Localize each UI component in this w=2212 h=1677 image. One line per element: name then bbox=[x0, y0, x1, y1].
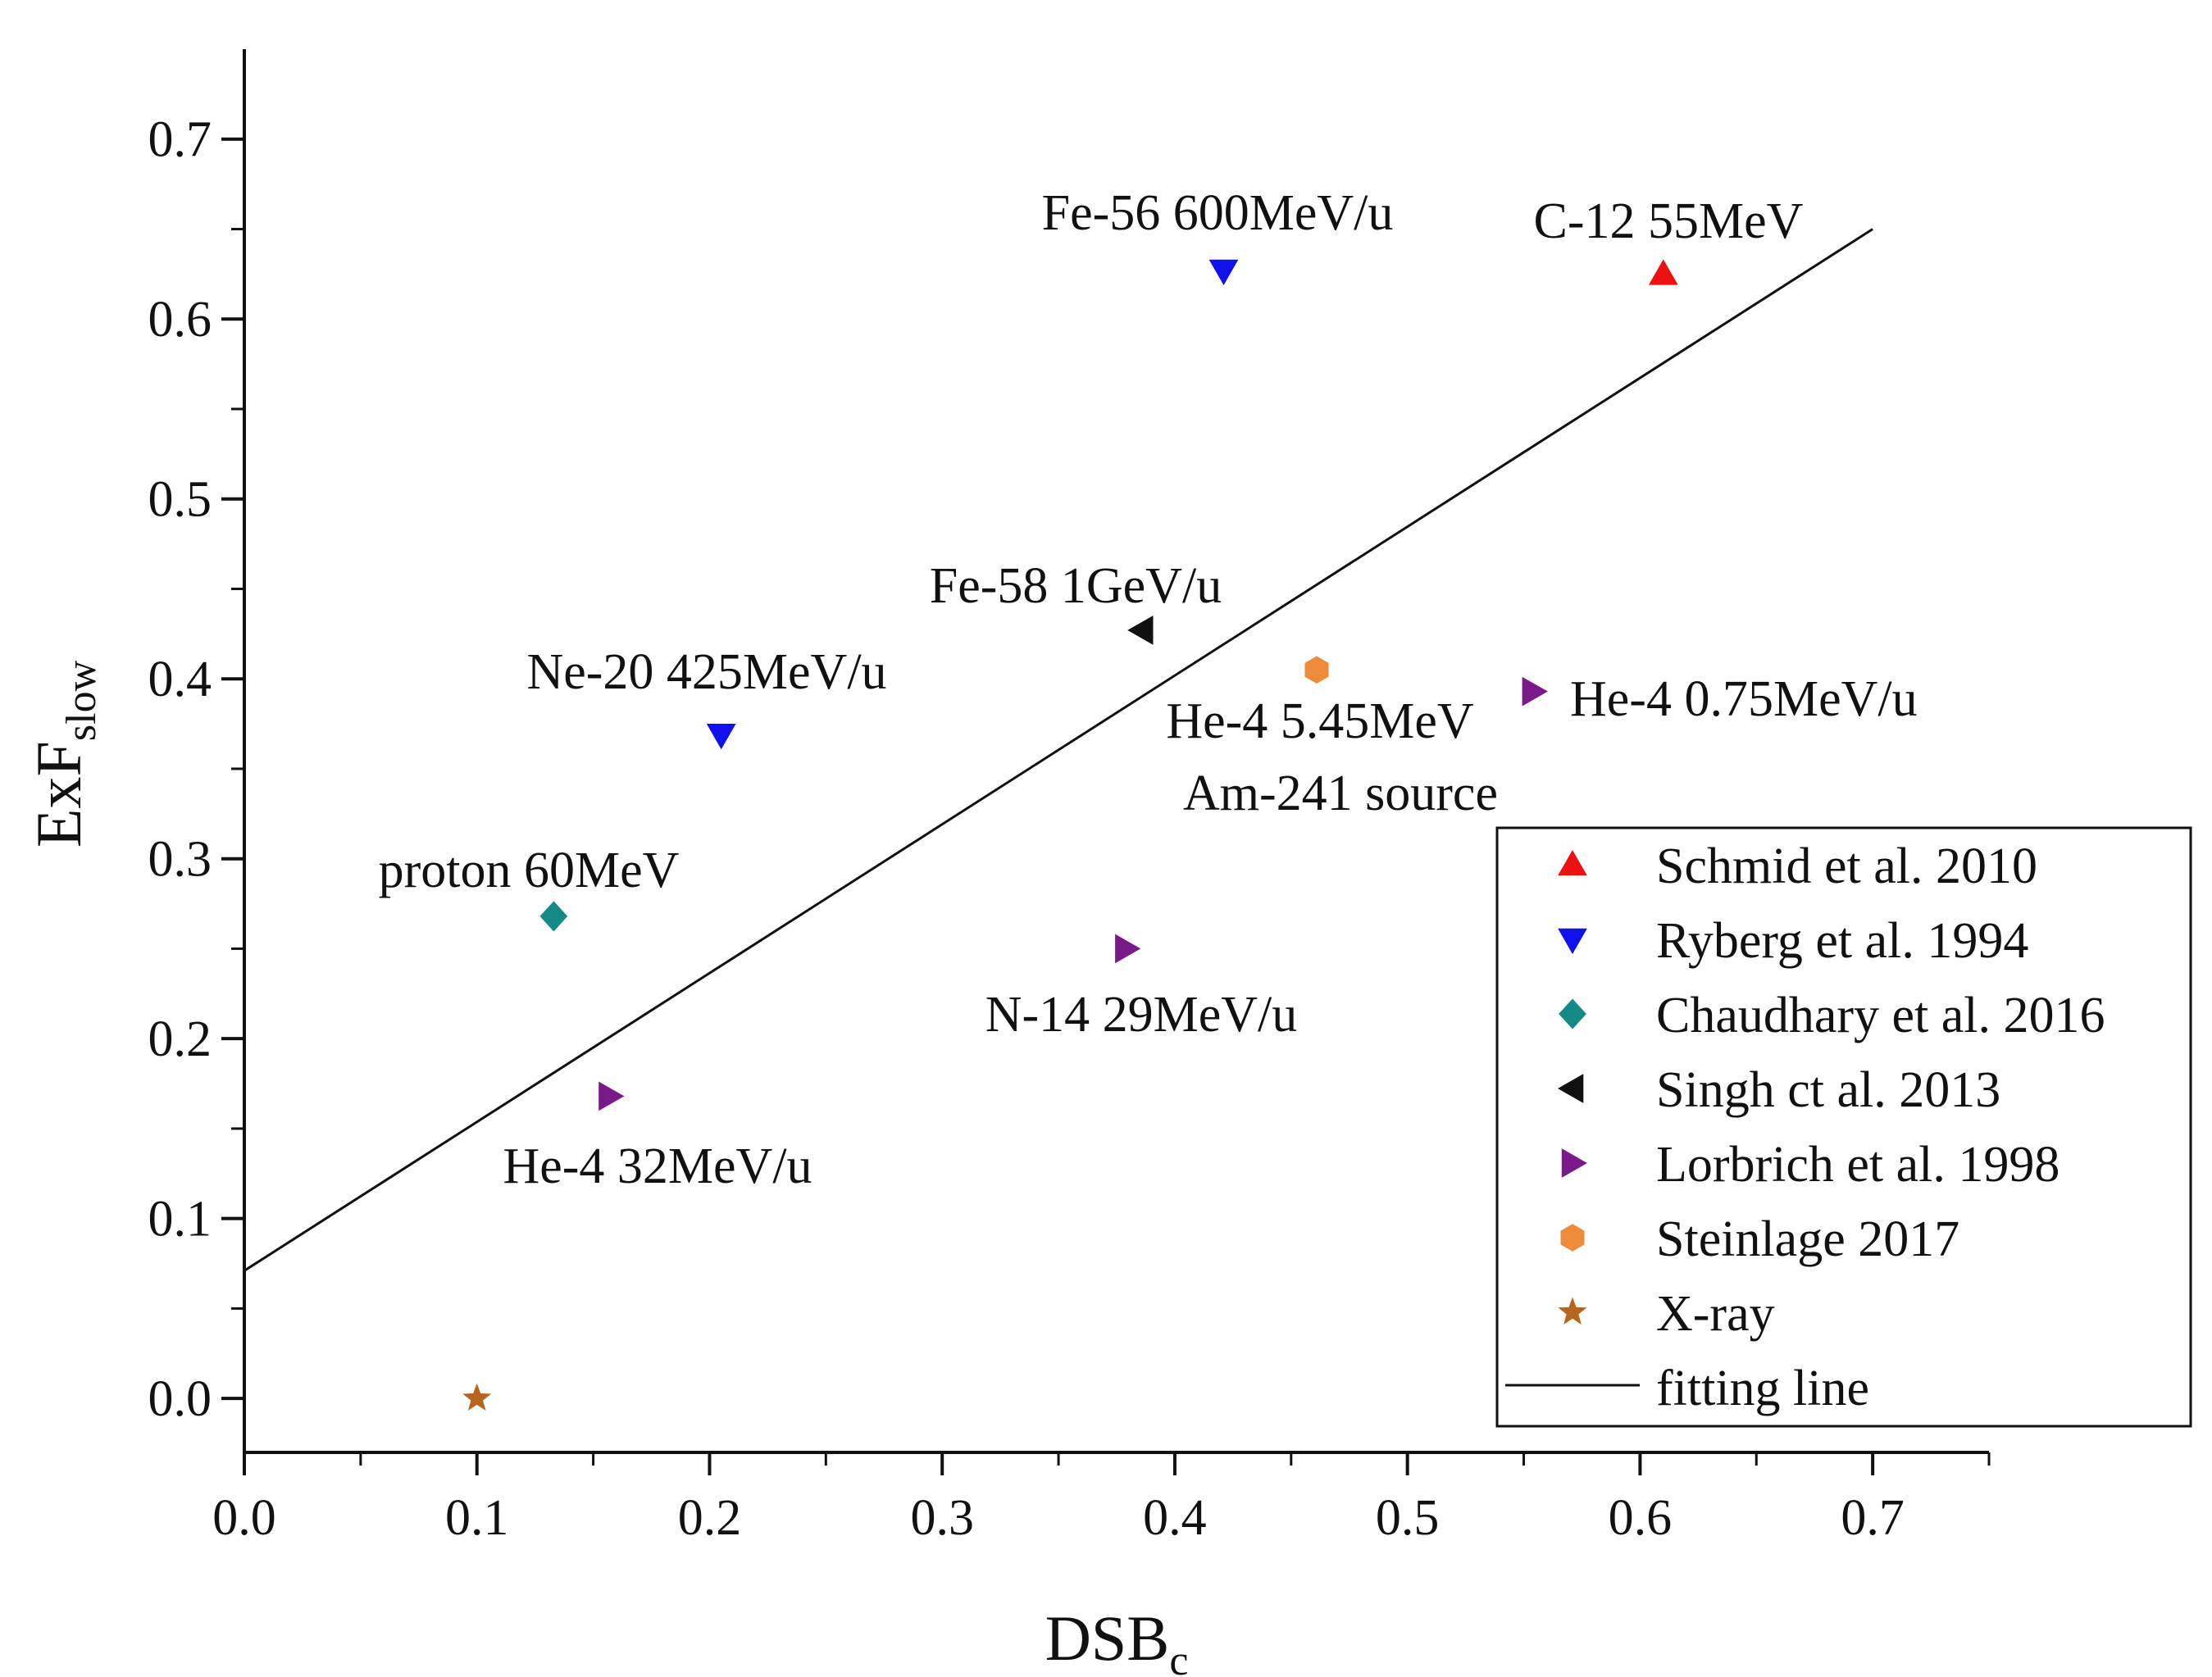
data-point-star-6-0 bbox=[462, 1383, 492, 1411]
annotation-n14: N-14 29MeV/u bbox=[985, 987, 1298, 1043]
y-axis-title: ExFslow bbox=[23, 660, 105, 848]
legend-label-singh: Singh ct al. 2013 bbox=[1656, 1062, 2000, 1118]
annotation-he4-075: He-4 0.75MeV/u bbox=[1570, 671, 1918, 727]
y-tick-label: 0.3 bbox=[148, 832, 212, 888]
legend: Schmid et al. 2010 Ryberg et al. 1994 Ch… bbox=[1495, 826, 2192, 1428]
plot-area: 0.0 0.1 0.2 0.3 0.4 0.5 0.6 0.7 0.0 0.1 0.2 0.3 0.4… bbox=[148, 49, 1991, 1546]
legend-marker-hexagon bbox=[1560, 1224, 1585, 1252]
point-annotations: Fe-56 600MeV/u C-12 55MeV Fe-58 1GeV/u N… bbox=[379, 185, 1918, 1194]
y-axis-ticks: 0.0 0.1 0.2 0.3 0.4 0.5 0.6 0.7 bbox=[148, 112, 244, 1427]
y-tick-label: 0.2 bbox=[148, 1011, 212, 1067]
y-tick-label: 0.7 bbox=[148, 112, 212, 168]
legend-label-steinlage: Steinlage 2017 bbox=[1656, 1211, 1959, 1267]
legend-label-fitting-line: fitting line bbox=[1656, 1361, 1869, 1416]
y-tick-label: 0.5 bbox=[148, 472, 212, 528]
annotation-proton: proton 60MeV bbox=[379, 843, 680, 898]
x-tick-label: 0.1 bbox=[445, 1490, 509, 1546]
data-markers bbox=[462, 259, 1678, 1411]
legend-markers bbox=[1557, 849, 1588, 1325]
legend-marker-triangle-left bbox=[1557, 1074, 1584, 1103]
y-tick-label: 0.4 bbox=[148, 652, 212, 707]
annotation-c12: C-12 55MeV bbox=[1534, 193, 1804, 249]
legend-label-chaudhary: Chaudhary et al. 2016 bbox=[1656, 988, 2105, 1043]
legend-marker-triangle-right bbox=[1561, 1148, 1588, 1178]
x-tick-label: 0.6 bbox=[1609, 1490, 1673, 1546]
x-axis-title-main: DSB bbox=[1045, 1602, 1170, 1674]
x-tick-label: 0.5 bbox=[1376, 1490, 1440, 1546]
legend-marker-star bbox=[1558, 1297, 1587, 1325]
annotation-fe56: Fe-56 600MeV/u bbox=[1042, 185, 1394, 241]
fitting-line bbox=[244, 228, 1873, 1272]
y-tick-label: 0.0 bbox=[148, 1371, 212, 1427]
data-point-triangle-down-1-1 bbox=[706, 724, 736, 750]
data-point-triangle-down-1-0 bbox=[1208, 259, 1239, 286]
x-axis-title-sub: c bbox=[1169, 1638, 1188, 1677]
legend-marker-triangle-up bbox=[1558, 849, 1587, 876]
legend-marker-triangle-down bbox=[1558, 928, 1587, 955]
y-tick-label: 0.1 bbox=[148, 1192, 212, 1248]
x-tick-label: 0.7 bbox=[1841, 1490, 1905, 1546]
x-tick-label: 0.3 bbox=[910, 1490, 974, 1546]
x-axis-title: DSBc bbox=[1045, 1602, 1189, 1677]
x-tick-label: 0.4 bbox=[1143, 1490, 1207, 1546]
data-point-hexagon-5-0 bbox=[1304, 656, 1329, 684]
data-point-triangle-right-4-0 bbox=[1522, 676, 1548, 707]
annotation-am241: Am-241 source bbox=[1183, 766, 1498, 821]
data-point-triangle-left-3-0 bbox=[1127, 616, 1154, 645]
legend-label-ryberg: Ryberg et al. 1994 bbox=[1656, 913, 2028, 969]
data-point-triangle-right-4-1 bbox=[1115, 934, 1141, 964]
y-tick-label: 0.6 bbox=[148, 292, 212, 348]
legend-marker-diamond bbox=[1559, 998, 1586, 1029]
legend-box bbox=[1495, 826, 2192, 1428]
data-point-diamond-2-0 bbox=[539, 901, 568, 932]
y-axis-title-main: ExF bbox=[23, 741, 94, 848]
data-point-triangle-up-0-0 bbox=[1648, 259, 1678, 285]
data-point-triangle-right-4-2 bbox=[599, 1081, 625, 1111]
legend-label-xray: X-ray bbox=[1656, 1286, 1775, 1342]
y-axis-title-sub: slow bbox=[58, 660, 105, 741]
legend-label-schmid: Schmid et al. 2010 bbox=[1656, 838, 2037, 894]
annotation-fe58: Fe-58 1GeV/u bbox=[930, 558, 1222, 614]
annotation-he4-32: He-4 32MeV/u bbox=[503, 1138, 812, 1194]
x-tick-label: 0.0 bbox=[212, 1490, 276, 1546]
legend-label-lorbrich: Lorbrich et al. 1998 bbox=[1656, 1137, 2060, 1193]
x-tick-label: 0.2 bbox=[678, 1490, 742, 1546]
annotation-he4-545: He-4 5.45MeV bbox=[1166, 693, 1474, 749]
annotation-ne20: Ne-20 425MeV/u bbox=[526, 644, 886, 700]
x-axis-ticks: 0.0 0.1 0.2 0.3 0.4 0.5 0.6 0.7 bbox=[212, 1452, 1991, 1546]
